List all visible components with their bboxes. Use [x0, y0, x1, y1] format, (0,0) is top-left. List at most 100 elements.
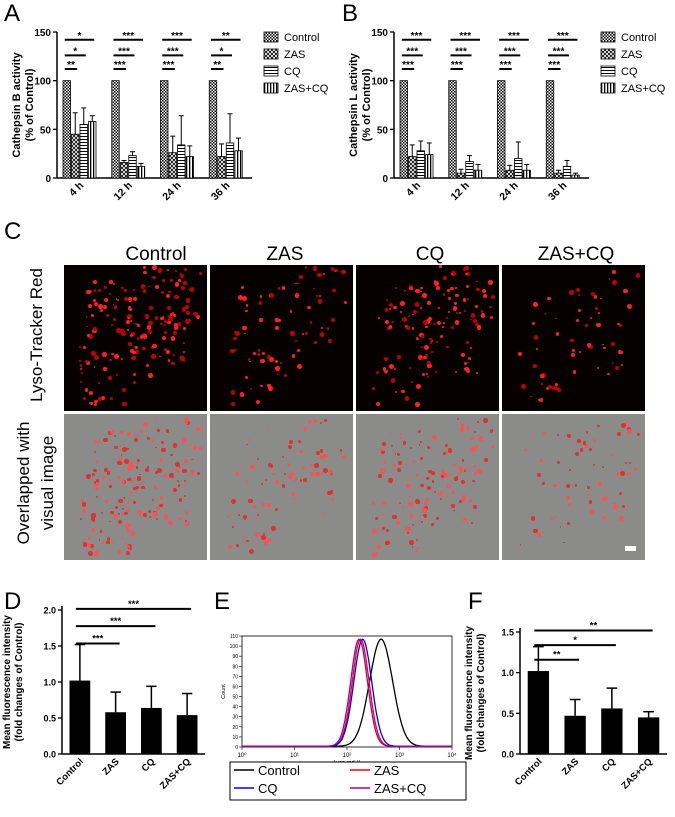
y-axis-label: Mean fluorescence intensity — [2, 615, 13, 749]
significance-mark: *** — [114, 60, 126, 71]
y-axis-label: Cathepsin L activity — [348, 52, 360, 157]
legend-swatch — [600, 65, 616, 77]
significance-mark: *** — [504, 46, 516, 57]
x-tick-label: 24 h — [160, 180, 183, 203]
bar — [141, 707, 162, 754]
significance-mark: ** — [590, 620, 598, 631]
chart-flow-histogram: 0 10 20 30 40 50 60 70 80 90 100 110 10⁰ 10¹ 10² 10³ 10⁴… — [221, 634, 467, 801]
significance-mark: *** — [500, 60, 512, 71]
legend-swatch — [263, 31, 279, 43]
significance-mark: *** — [402, 60, 414, 71]
legend-label: ZAS+CQ — [284, 83, 329, 95]
legend-label: CQ — [621, 66, 638, 78]
significance-mark: *** — [128, 599, 139, 610]
bar — [637, 717, 660, 754]
bar — [399, 80, 408, 179]
significance-mark: *** — [167, 46, 179, 57]
bar — [514, 158, 523, 179]
y-tick-label: 0 — [235, 745, 238, 751]
significance-mark: *** — [110, 616, 121, 627]
bar — [456, 172, 466, 179]
significance-mark: *** — [118, 46, 130, 57]
y-axis-label-2: (% of Control) — [24, 68, 36, 141]
bar — [79, 124, 88, 179]
x-tick-label: 10² — [343, 753, 352, 759]
row-title-lysotracker: Lyso-Tracker Red — [27, 268, 46, 402]
overlay-image-control — [64, 414, 207, 560]
significance-mark: *** — [455, 46, 467, 57]
bar — [562, 165, 572, 179]
overlay-image-zas — [210, 414, 353, 560]
y-tick-label: 20 — [232, 725, 238, 731]
x-tick-label: 10¹ — [290, 753, 299, 759]
significance-mark: *** — [92, 633, 103, 644]
y-tick-label: 70 — [232, 674, 238, 680]
legend-box — [229, 761, 467, 801]
bar — [571, 174, 580, 179]
x-tick-label: 10⁴ — [447, 752, 457, 759]
legend-label: Control — [284, 32, 319, 44]
panel-label-f: F — [468, 588, 483, 615]
bar — [225, 142, 235, 179]
y-tick-label: 60 — [232, 684, 238, 690]
y-tick-label: 30 — [232, 715, 238, 721]
significance-mark: *** — [451, 60, 463, 71]
panel-label-c: C — [4, 218, 22, 245]
x-tick-label: Control — [513, 756, 545, 788]
y-axis-label-2: (% of Control) — [361, 68, 373, 141]
plot-frame — [241, 635, 453, 748]
y-axis-label-2: (fold changes of Control) — [14, 623, 25, 742]
y-tick-label: 0.0 — [501, 750, 514, 760]
y-tick-label: 50 — [377, 125, 389, 136]
bar — [119, 162, 129, 179]
significance-mark: *** — [548, 60, 560, 71]
bar — [234, 150, 243, 179]
significance-mark: ** — [67, 60, 75, 71]
significance-mark: *** — [163, 60, 175, 71]
legend-label: Control — [621, 32, 656, 44]
x-tick-label: 36 h — [546, 180, 569, 203]
y-tick-label: 40 — [232, 705, 238, 711]
x-tick-label: ZAS — [560, 756, 581, 777]
bar — [545, 80, 555, 179]
bar — [505, 169, 514, 179]
y-tick-label: 150 — [34, 28, 51, 39]
x-tick-label: 36 h — [209, 180, 232, 203]
x-tick-label: ZAS+CQ — [158, 756, 193, 791]
y-tick-label: 10 — [232, 735, 238, 741]
x-tick-label: CQ — [140, 756, 158, 774]
legend-swatch — [600, 31, 616, 43]
significance-mark: *** — [553, 46, 565, 57]
y-tick-label: 1.5 — [501, 628, 514, 638]
legend-label: CQ — [284, 66, 301, 78]
y-tick-label: 1.5 — [43, 642, 56, 652]
column-title-control: Control — [125, 244, 187, 265]
x-tick-label: 10³ — [395, 753, 404, 759]
column-title-zas-cq: ZAS+CQ — [537, 244, 615, 265]
bar — [425, 154, 434, 179]
y-tick-label: 1.0 — [43, 678, 56, 688]
y-tick-label: 100 — [230, 644, 239, 650]
bar — [69, 680, 91, 754]
y-tick-label: 100 — [371, 77, 388, 88]
y-axis-label: Count — [221, 684, 227, 699]
bar — [168, 152, 177, 179]
x-tick-label: ZAS+CQ — [620, 756, 655, 791]
bar — [554, 172, 563, 179]
bar — [111, 80, 120, 179]
overlay-image-zas-cq — [502, 414, 645, 560]
bar — [105, 712, 126, 754]
significance-mark: *** — [122, 31, 134, 42]
y-tick-label: 80 — [232, 664, 238, 670]
y-axis-label-2: (fold changes of Control) — [476, 634, 487, 753]
x-tick-label: 10⁰ — [237, 752, 247, 759]
lysotracker-image-zas — [210, 265, 353, 411]
x-tick-label: ZAS — [101, 756, 122, 777]
scale-bar — [625, 546, 636, 551]
bar — [564, 715, 586, 754]
legend-label: CQ — [258, 781, 278, 796]
overlay-image-cq — [356, 414, 499, 560]
bar — [473, 169, 483, 179]
significance-mark: *** — [557, 31, 569, 42]
significance-mark: * — [220, 46, 224, 57]
